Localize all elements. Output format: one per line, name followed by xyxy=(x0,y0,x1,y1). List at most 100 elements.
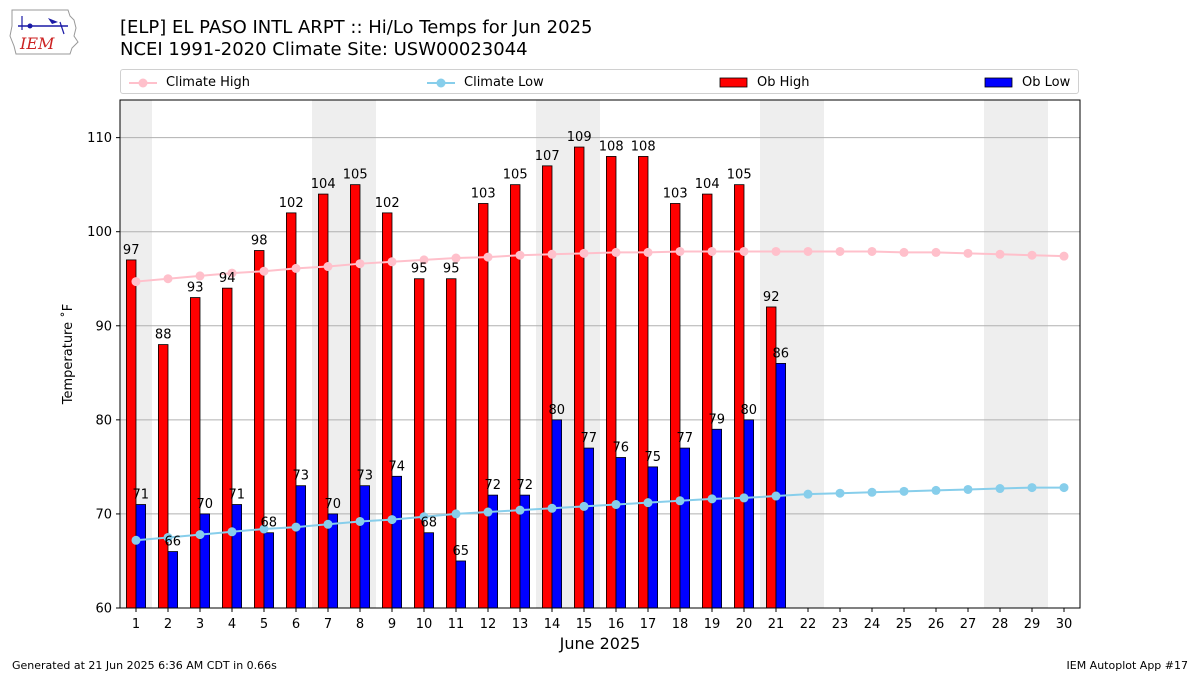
ob-high-label: 105 xyxy=(343,168,368,183)
climate-high-point xyxy=(611,247,621,257)
x-tick-label: 9 xyxy=(388,617,396,632)
climate-low-point xyxy=(387,515,397,525)
x-tick-label: 2 xyxy=(164,617,172,632)
climate-low-point xyxy=(995,484,1005,494)
ob-high-label: 108 xyxy=(631,139,656,154)
ob-low-label: 72 xyxy=(517,478,534,493)
ob-high-bar xyxy=(189,297,201,609)
chart-subtitle: NCEI 1991-2020 Climate Site: USW00023044 xyxy=(120,39,528,60)
ob-high-label: 98 xyxy=(251,234,268,249)
x-tick-label: 16 xyxy=(608,617,625,632)
ob-low-label: 80 xyxy=(741,403,758,418)
ob-low-label: 73 xyxy=(293,469,310,484)
climate-high-point xyxy=(483,252,493,262)
climate-low-point xyxy=(739,493,749,503)
climate-low-point xyxy=(899,486,909,496)
climate-low-point xyxy=(483,507,493,517)
legend-swatch-line xyxy=(427,78,455,87)
climate-high-point xyxy=(323,262,333,272)
x-tick-label: 7 xyxy=(324,617,332,632)
climate-high-point xyxy=(867,246,877,256)
x-tick-label: 29 xyxy=(1024,617,1041,632)
ob-low-bar xyxy=(743,419,755,609)
ob-low-label: 76 xyxy=(613,440,630,455)
x-tick-label: 11 xyxy=(448,617,465,632)
climate-high-point xyxy=(355,259,365,269)
climate-low-point xyxy=(867,487,877,497)
logo-text: IEM xyxy=(20,34,55,53)
ob-low-bar xyxy=(455,560,467,609)
x-axis-label: June 2025 xyxy=(559,634,641,653)
ob-low-bar xyxy=(423,532,435,609)
legend-label: Ob Low xyxy=(1022,75,1071,90)
ob-high-label: 105 xyxy=(503,168,528,183)
climate-high-point xyxy=(899,247,909,257)
legend-swatch-line xyxy=(129,78,157,87)
x-tick-label: 24 xyxy=(864,617,881,632)
climate-low-point xyxy=(547,503,557,513)
ob-high-bar xyxy=(574,146,585,609)
climate-high-point xyxy=(195,271,205,281)
ob-low-bar xyxy=(167,551,179,609)
ob-low-label: 80 xyxy=(549,403,566,418)
climate-low-point xyxy=(131,535,141,545)
climate-high-point xyxy=(515,250,525,260)
climate-low-point xyxy=(323,519,333,529)
climate-high-point xyxy=(547,249,557,259)
climate-low-point xyxy=(643,498,653,508)
data-labels: 97 88 93 94 98 102 104 105 102 95 95 103 105 107 109 10… xyxy=(123,130,789,559)
climate-high-point xyxy=(995,249,1005,259)
x-tick-label: 15 xyxy=(576,617,593,632)
climate-low-point xyxy=(1059,483,1069,493)
ob-low-label: 77 xyxy=(581,431,598,446)
ob-low-label: 75 xyxy=(645,450,662,465)
app-credit: IEM Autoplot App #17 xyxy=(1066,659,1189,672)
weekend-shade-band xyxy=(1016,100,1048,608)
ob-low-label: 71 xyxy=(133,488,150,503)
ob-low-label: 65 xyxy=(453,544,470,559)
ob-high-label: 88 xyxy=(155,328,172,343)
ob-low-label: 72 xyxy=(485,478,502,493)
ob-low-bar xyxy=(615,457,627,609)
climate-high-point xyxy=(227,268,237,278)
climate-low-point xyxy=(1027,483,1037,493)
ob-low-label: 66 xyxy=(165,535,182,550)
climate-high-point xyxy=(259,266,269,276)
climate-high-point xyxy=(739,246,749,256)
ob-high-bar xyxy=(477,203,489,609)
x-tick-label: 26 xyxy=(928,617,945,632)
x-tick-label: 3 xyxy=(196,617,204,632)
climate-low-point xyxy=(227,527,237,537)
ob-high-bar xyxy=(638,156,649,609)
ob-high-label: 104 xyxy=(311,177,336,192)
ob-low-label: 79 xyxy=(709,412,726,427)
ob-high-bar xyxy=(606,156,617,609)
x-tick-label: 25 xyxy=(896,617,913,632)
climate-high-point xyxy=(707,246,717,256)
climate-low-point xyxy=(931,485,941,495)
ob-low-bar xyxy=(775,363,787,609)
ob-high-bar xyxy=(126,259,137,609)
ob-high-bar xyxy=(381,212,393,609)
climate-high-point xyxy=(963,248,973,258)
climate-high-point xyxy=(387,257,397,267)
ob-high-label: 104 xyxy=(695,177,720,192)
x-tick-label: 22 xyxy=(800,617,817,632)
climate-low-point xyxy=(195,530,205,540)
ob-high-bar xyxy=(509,184,521,609)
x-tick-label: 19 xyxy=(704,617,721,632)
x-tick-label: 14 xyxy=(544,617,561,632)
ob-high-label: 109 xyxy=(567,130,592,145)
weekend-shade-band xyxy=(792,100,824,608)
ob-low-bar xyxy=(135,504,147,609)
climate-high-point xyxy=(291,263,301,273)
y-tick-label: 100 xyxy=(87,225,112,240)
x-tick-label: 30 xyxy=(1056,617,1073,632)
ob-low-bar xyxy=(359,485,371,609)
climate-low-point xyxy=(707,494,717,504)
ob-low-bar xyxy=(263,532,275,609)
legend-label: Climate High xyxy=(166,75,251,90)
ob-low-bar xyxy=(391,475,403,609)
ob-high-label: 107 xyxy=(535,149,560,164)
